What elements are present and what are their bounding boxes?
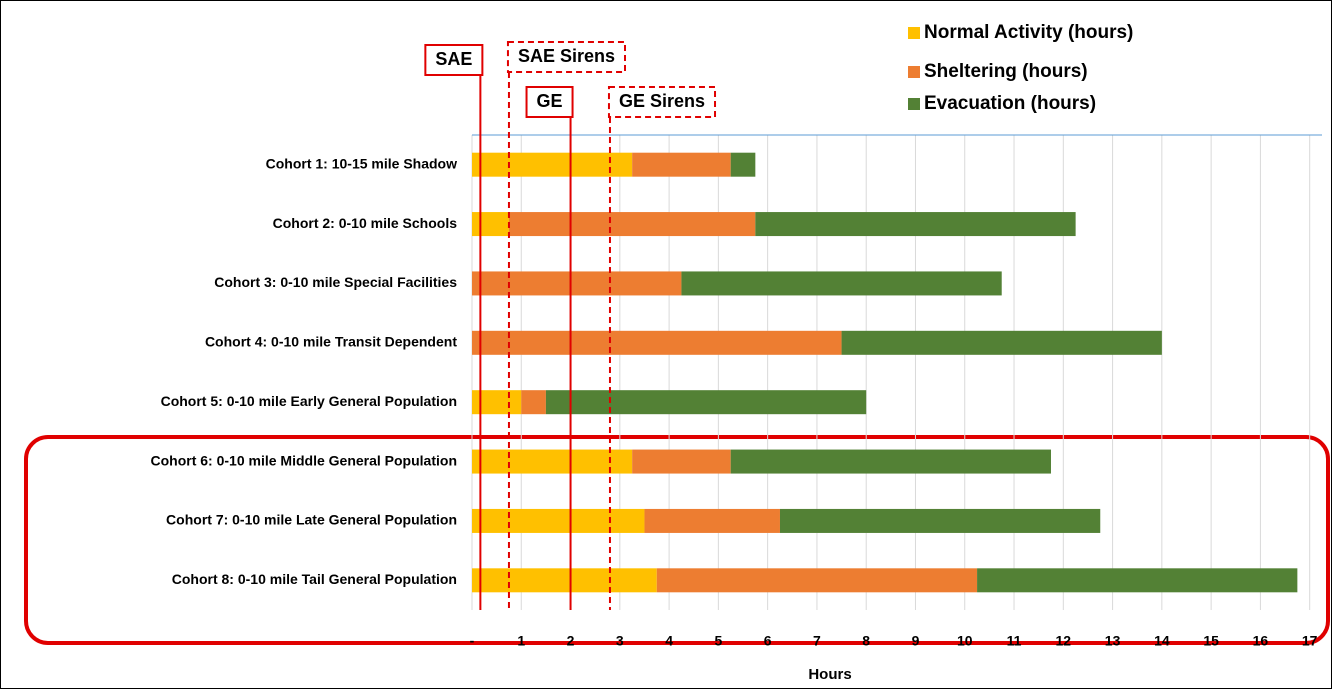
y-tick-label: Cohort 5: 0-10 mile Early General Popula… [161,393,457,409]
marker-box [506,41,627,73]
y-tick-label: Cohort 3: 0-10 mile Special Facilities [214,274,457,290]
bar-segment [472,508,645,533]
legend-swatch [908,98,920,110]
y-tick-label: Cohort 7: 0-10 mile Late General Populat… [166,512,457,528]
x-tick-label: 12 [1056,633,1072,649]
marker-box [424,44,484,76]
x-tick-label: 17 [1302,633,1318,649]
legend-label: Evacuation (hours) [924,93,1096,114]
y-tick-label: Cohort 1: 10-15 mile Shadow [266,155,457,171]
x-tick-label: 4 [665,633,673,649]
highlight-box [24,435,1330,645]
x-tick-label: 10 [957,633,973,649]
x-tick-label: 6 [764,633,772,649]
bar-segment [472,449,633,474]
marker-box [607,86,717,118]
legend-label: Sheltering (hours) [924,61,1088,82]
x-tick-label: 3 [616,633,624,649]
bar-segment [472,568,657,593]
y-tick-label: Cohort 8: 0-10 mile Tail General Populat… [172,571,457,587]
x-tick-label: 1 [517,633,525,649]
bar-segment [730,152,756,177]
marker-label: GE [537,91,563,111]
x-tick-label: 9 [912,633,920,649]
x-tick-label: 15 [1203,633,1219,649]
bar-segment [656,568,978,593]
bar-segment [472,271,682,296]
bar-segment [977,568,1298,593]
x-tick-label: 13 [1105,633,1121,649]
x-tick-label: - [470,633,475,649]
x-tick-label: 7 [813,633,821,649]
bar-segment [508,212,756,237]
bar-segment [632,449,731,474]
marker-box [525,86,574,118]
y-tick-label: Cohort 2: 0-10 mile Schools [273,215,458,231]
bar-segment [779,508,1101,533]
legend-label: Normal Activity (hours) [924,22,1133,43]
x-tick-label: 16 [1253,633,1269,649]
bar-segment [644,508,780,533]
legend-swatch [908,66,920,78]
x-tick-label: 11 [1007,633,1022,649]
bar-segment [632,152,731,177]
marker-label: SAE Sirens [518,46,615,66]
x-tick-label: 14 [1154,633,1170,649]
marker-label: SAE [435,49,472,69]
bar-segment [681,271,1002,296]
x-tick-label: 8 [862,633,870,649]
bar-segment [730,449,1051,474]
bar-segment [841,330,1162,355]
x-tick-label: 2 [567,633,575,649]
bar-segment [545,390,867,415]
marker-label: GE Sirens [619,91,705,111]
bar-segment [472,212,509,237]
x-axis-label: Hours [808,666,851,683]
y-tick-label: Cohort 4: 0-10 mile Transit Dependent [205,334,457,350]
bar-segment [755,212,1076,237]
y-tick-label: Cohort 6: 0-10 mile Middle General Popul… [151,452,458,468]
bar-segment [472,152,633,177]
legend-swatch [908,27,920,39]
bar-segment [521,390,546,415]
bar-segment [472,330,842,355]
x-tick-label: 5 [714,633,722,649]
